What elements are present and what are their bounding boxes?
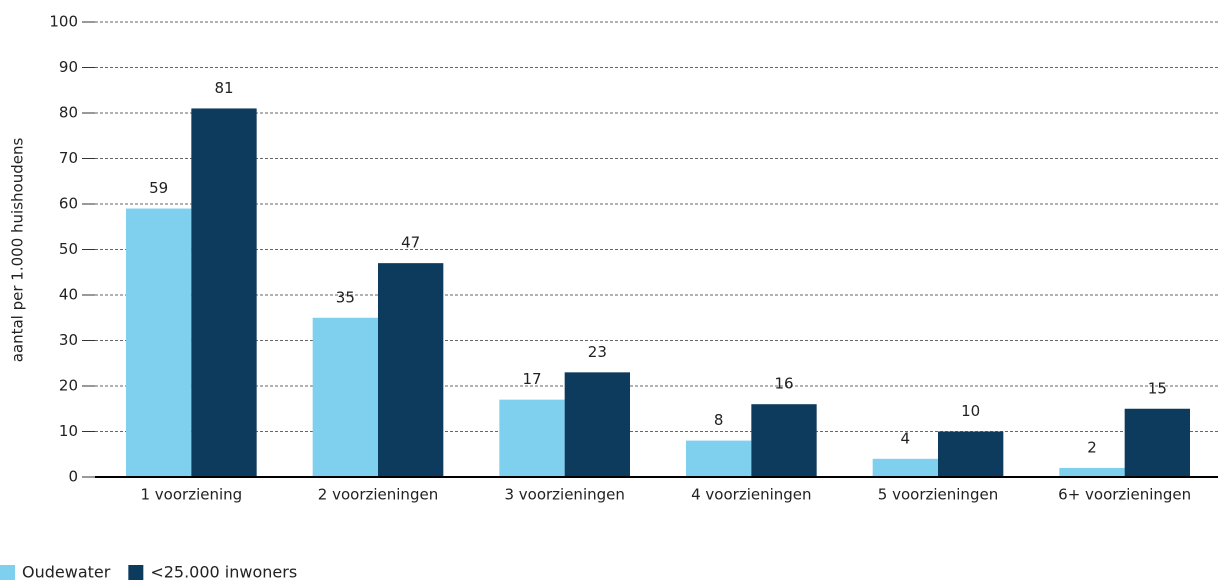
bar (1059, 467, 1125, 477)
bar (126, 208, 192, 478)
bar (1124, 408, 1190, 477)
data-label: 10 (961, 402, 980, 420)
y-tick-label: 50 (59, 240, 78, 258)
x-tick-label: 4 voorzieningen (691, 486, 811, 504)
legend-swatch (0, 565, 15, 580)
x-tick-label: 5 voorzieningen (878, 486, 998, 504)
y-tick-label: 40 (59, 286, 78, 304)
bar (191, 108, 257, 477)
data-label: 8 (714, 411, 724, 429)
x-tick-label: 6+ voorzieningen (1058, 486, 1191, 504)
y-tick-label: 60 (59, 195, 78, 213)
data-label: 17 (522, 370, 541, 388)
data-label: 23 (588, 343, 607, 361)
y-tick-label: 10 (59, 422, 78, 440)
bar (378, 263, 444, 477)
y-tick-label: 80 (59, 104, 78, 122)
x-tick-label: 1 voorziening (140, 486, 242, 504)
bar (938, 431, 1004, 477)
data-label: 2 (1087, 438, 1097, 456)
data-label: 35 (336, 288, 355, 306)
y-tick-label: 30 (59, 331, 78, 349)
bar (872, 458, 938, 477)
y-tick-label: 100 (49, 13, 78, 31)
x-tick-label: 3 voorzieningen (504, 486, 624, 504)
legend-swatch (128, 565, 144, 580)
data-label: 59 (149, 179, 168, 197)
bar (686, 440, 752, 477)
y-axis-label: aantal per 1.000 huishoudens (9, 138, 27, 363)
y-tick-label: 70 (59, 149, 78, 167)
bar (312, 317, 378, 477)
data-label: 16 (774, 375, 793, 393)
bar (751, 404, 817, 477)
data-label: 47 (401, 234, 420, 252)
y-tick-label: 0 (68, 468, 78, 486)
legend-label: Oudewater (22, 563, 111, 581)
data-label: 81 (214, 79, 233, 97)
bar (499, 399, 565, 477)
y-tick-label: 90 (59, 58, 78, 76)
y-tick-label: 20 (59, 377, 78, 395)
data-label: 4 (901, 429, 911, 447)
x-tick-label: 2 voorzieningen (318, 486, 438, 504)
legend-label: <25.000 inwoners (150, 563, 297, 581)
bar (564, 372, 630, 477)
data-label: 15 (1148, 379, 1167, 397)
